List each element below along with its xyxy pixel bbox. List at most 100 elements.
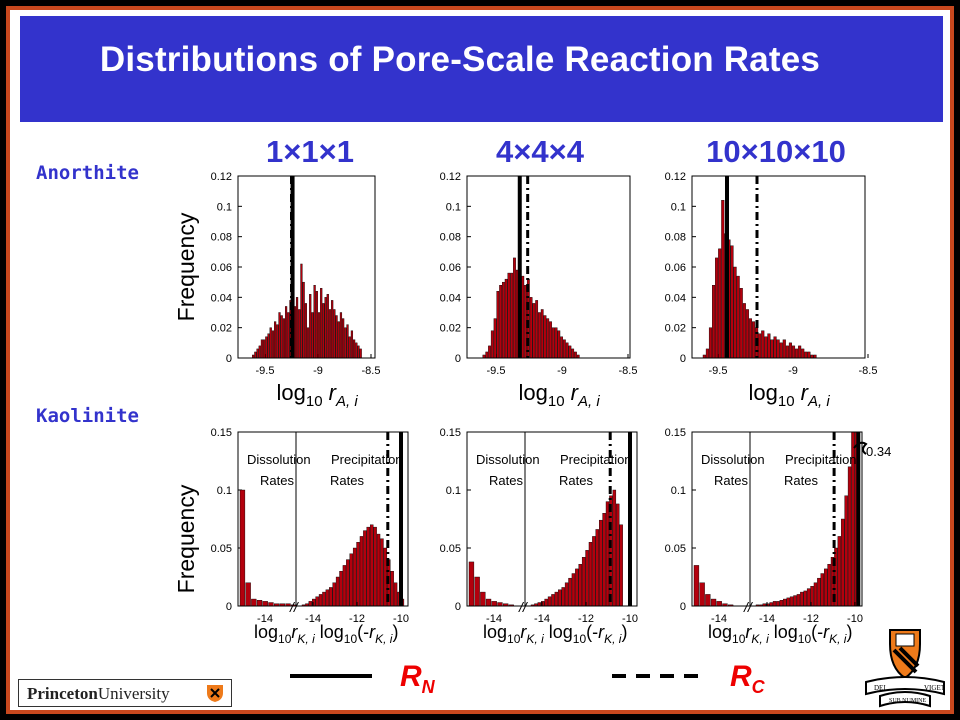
y-tick-label: 0.02	[440, 323, 461, 335]
plot-frame	[237, 431, 409, 607]
y-tick-label: 0.04	[665, 292, 686, 304]
legend-rn-sub: N	[421, 677, 435, 697]
y-axis-label: Frequency	[173, 484, 199, 593]
row-label-kaolinite: Kaolinite	[36, 405, 139, 427]
region-label-precipitation: Precipitation	[785, 452, 857, 467]
x-axis-label: log10rK, i log10(-rK, i)	[254, 622, 398, 646]
shield-motto-viget: VIGET	[924, 684, 946, 692]
princeton-logo: PrincetonUniversity	[18, 679, 232, 707]
y-tick-label: 0.08	[211, 232, 232, 244]
y-tick-label: 0.02	[665, 323, 686, 335]
plot-frame	[466, 175, 631, 359]
region-label-dissolution: Dissolution	[247, 452, 311, 467]
x-tick-label: -9	[557, 365, 567, 377]
region-label-precipitation-rates: Rates	[330, 473, 364, 488]
y-tick-label: 0.12	[440, 171, 461, 183]
y-tick-label: 0.05	[211, 543, 232, 555]
legend-label-rc: RC	[730, 660, 765, 698]
y-tick-label: 0	[226, 353, 232, 365]
column-label-4x4x4: 4×4×4	[496, 134, 584, 169]
x-tick-label: -8.5	[859, 365, 878, 377]
row-label-anorthite: Anorthite	[36, 162, 139, 184]
x-tick-label: -14	[711, 613, 727, 625]
y-axis-label: Frequency	[173, 212, 199, 321]
princeton-shield-icon: DEI VIGET SUB NUMINE	[865, 629, 946, 708]
annotation-arrow	[853, 441, 868, 455]
y-tick-label: 0.05	[440, 543, 461, 555]
y-tick-label: 0.1	[217, 485, 232, 497]
slide-background	[10, 10, 950, 710]
x-tick-label: -12	[803, 613, 819, 625]
y-tick-label: 0.15	[665, 427, 686, 439]
region-label-dissolution: Dissolution	[701, 452, 765, 467]
y-tick-label: 0.06	[665, 262, 686, 274]
x-tick-label: -8.5	[619, 365, 638, 377]
x-tick-label: -12	[578, 613, 594, 625]
x-tick-label: -9	[313, 365, 323, 377]
region-label-precipitation-rates: Rates	[559, 473, 593, 488]
plot-frame	[237, 175, 376, 359]
logo-text: PrincetonUniversity	[27, 684, 170, 704]
y-tick-label: 0.1	[446, 201, 461, 213]
x-tick-label: -9.5	[256, 365, 275, 377]
y-tick-label: 0.06	[440, 262, 461, 274]
y-tick-label: 0.15	[440, 427, 461, 439]
x-tick-label: -14	[534, 613, 550, 625]
y-tick-label: 0	[226, 601, 232, 613]
x-tick-label: -9	[788, 365, 798, 377]
y-tick-label: 0.1	[217, 201, 232, 213]
region-label-precipitation: Precipitation	[331, 452, 403, 467]
legend-label-rn: RN	[400, 660, 435, 698]
y-tick-label: 0.08	[665, 232, 686, 244]
x-tick-label: -14	[305, 613, 321, 625]
y-tick-label: 0.08	[440, 232, 461, 244]
legend-rc-main: R	[730, 660, 752, 693]
y-tick-label: 0	[680, 353, 686, 365]
y-tick-label: 0.04	[211, 292, 232, 304]
y-tick-label: 0	[455, 353, 461, 365]
axis-break-mark: //	[518, 599, 529, 615]
plot-frame	[691, 175, 866, 359]
shield-motto-sub-numine: SUB NUMINE	[889, 698, 927, 704]
x-tick-label: -14	[257, 613, 273, 625]
shield-motto-dei: DEI	[874, 684, 886, 692]
annotation-label: 0.34	[866, 444, 891, 459]
x-tick-label: -12	[349, 613, 365, 625]
x-tick-label: -9.5	[709, 365, 728, 377]
x-tick-label: -14	[486, 613, 502, 625]
title-bar: Distributions of Pore-Scale Reaction Rat…	[20, 16, 943, 122]
y-tick-label: 0.06	[211, 262, 232, 274]
legend-rc-sub: C	[751, 677, 765, 697]
slide-title: Distributions of Pore-Scale Reaction Rat…	[99, 40, 821, 79]
region-label-dissolution: Dissolution	[476, 452, 540, 467]
y-tick-label: 0.1	[671, 201, 686, 213]
y-tick-label: 0	[680, 601, 686, 613]
y-tick-label: 0.1	[446, 485, 461, 497]
region-label-precipitation-rates: Rates	[784, 473, 818, 488]
x-tick-label: -9.5	[487, 365, 506, 377]
y-tick-label: 0.02	[211, 323, 232, 335]
axis-break-mark: //	[743, 599, 754, 615]
y-tick-label: 0.05	[665, 543, 686, 555]
logo-text-princeton: Princeton	[27, 684, 98, 703]
column-label-1x1x1: 1×1×1	[266, 134, 354, 169]
shield-icon	[207, 685, 223, 702]
axis-break-mark: //	[289, 599, 300, 615]
column-label-10x10x10: 10×10×10	[706, 134, 846, 169]
x-tick-label: -10	[622, 613, 638, 625]
x-tick-label: -10	[847, 613, 863, 625]
y-tick-label: 0	[455, 601, 461, 613]
region-label-dissolution-rates: Rates	[489, 473, 523, 488]
x-tick-label: -10	[393, 613, 409, 625]
y-tick-label: 0.04	[440, 292, 461, 304]
y-tick-label: 0.1	[671, 485, 686, 497]
y-tick-label: 0.12	[665, 171, 686, 183]
region-label-precipitation: Precipitation	[560, 452, 632, 467]
x-tick-label: -14	[759, 613, 775, 625]
y-tick-label: 0.15	[211, 427, 232, 439]
logo-text-university: University	[97, 684, 170, 703]
y-tick-label: 0.12	[211, 171, 232, 183]
plot-frame	[691, 431, 863, 607]
